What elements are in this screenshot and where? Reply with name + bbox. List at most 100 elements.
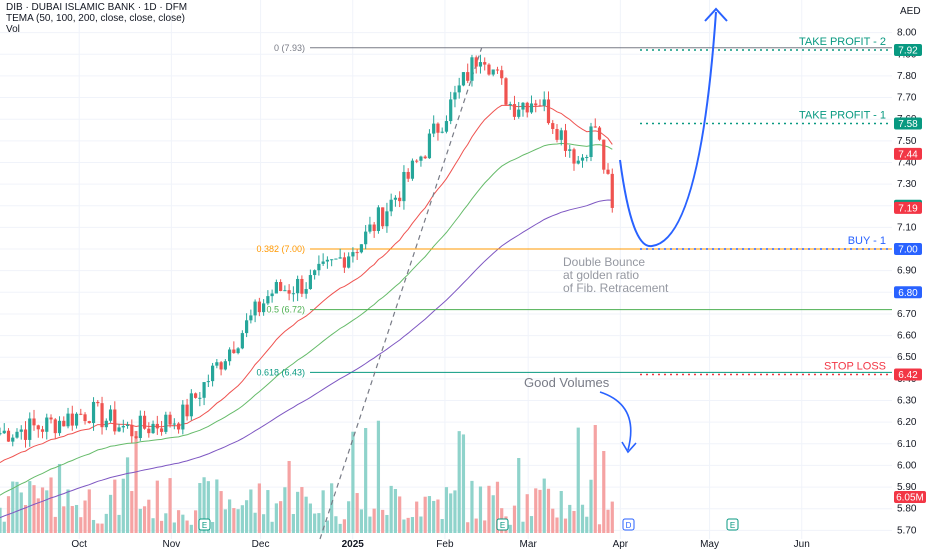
- volume-bar: [521, 521, 525, 533]
- price-label-text: 7.44: [898, 149, 918, 160]
- candle-body: [159, 428, 164, 432]
- candle-body: [359, 244, 364, 253]
- volume-bar: [66, 489, 70, 533]
- volume-bar: [330, 483, 334, 533]
- volume-bar: [427, 496, 432, 533]
- volume-bar: [202, 477, 206, 533]
- volume-arrow: [599, 391, 632, 451]
- candle-body: [210, 365, 215, 382]
- time-tick-label: Oct: [71, 539, 87, 550]
- price-tick-label: 6.60: [897, 331, 917, 342]
- candle-body: [410, 160, 415, 179]
- volume-bar: [568, 504, 572, 533]
- price-label-tag: [894, 43, 922, 56]
- volume-bar: [487, 485, 491, 533]
- volume-bar: [232, 508, 236, 533]
- candle-body: [57, 420, 62, 434]
- volume-bar: [121, 478, 125, 533]
- volume-bar: [113, 479, 117, 533]
- price-axis-bg: [892, 0, 932, 550]
- time-tick-label: Apr: [613, 539, 629, 550]
- volume-bar: [266, 490, 270, 533]
- time-tick-label: Jun: [794, 539, 810, 550]
- candle-body: [330, 259, 334, 261]
- candle-body: [419, 156, 423, 161]
- chart-legend: DIB · DUBAI ISLAMIC BANK · 1D · DFM TEMA…: [6, 2, 187, 35]
- ema-slow-line: [0, 199, 613, 519]
- time-axis[interactable]: Oct Nov Dec 2025 Feb Mar Apr May Jun: [71, 539, 809, 550]
- candle-body: [338, 257, 342, 259]
- candle-body: [228, 349, 232, 362]
- price-axis[interactable]: 8.007.907.807.707.607.507.407.307.207.10…: [892, 0, 932, 550]
- volume-bar: [164, 513, 168, 533]
- price-label-tag: [894, 286, 922, 299]
- price-tick-label: 6.30: [897, 396, 917, 407]
- volume-bar: [138, 508, 142, 533]
- volume-legend[interactable]: Vol: [6, 24, 20, 35]
- volume-bar: [185, 520, 189, 533]
- trade-levels[interactable]: TAKE PROFIT - 2 TAKE PROFIT - 1 BUY - 1 STO…: [640, 36, 892, 376]
- projection-arrow-head: [704, 7, 728, 22]
- indicator-label[interactable]: TEMA (50, 100, 200, close, close, close): [6, 13, 185, 24]
- volume-bar: [491, 495, 495, 533]
- candle-body: [555, 128, 559, 140]
- candle-body: [232, 349, 236, 354]
- volume-label-tag: [894, 491, 926, 503]
- time-tick-label: Feb: [436, 539, 454, 550]
- candle-body: [585, 157, 589, 159]
- time-tick-label: Mar: [520, 539, 538, 550]
- volume-bar: [597, 524, 602, 533]
- event-marker-label: E: [500, 521, 505, 530]
- ema-mid-line: [0, 142, 613, 496]
- candle-body: [215, 362, 219, 366]
- candle-body: [219, 362, 223, 370]
- candle-body: [83, 414, 87, 422]
- volume-bar: [104, 513, 108, 533]
- candle-body: [168, 414, 172, 425]
- volume-bar: [449, 493, 453, 533]
- volume-bar: [19, 492, 23, 533]
- volume-bar: [593, 425, 597, 533]
- volume-bar: [325, 520, 329, 533]
- price-tick-label: 6.70: [897, 309, 917, 320]
- candle-body: [406, 171, 410, 179]
- volume-bar: [240, 505, 244, 533]
- candle-body: [23, 429, 28, 440]
- volume-bar: [308, 503, 312, 533]
- volume-bar: [495, 481, 500, 533]
- candle-body: [402, 171, 406, 202]
- volume-bar: [398, 496, 402, 533]
- volume-bar: [100, 523, 104, 533]
- volume-bar: [317, 513, 321, 533]
- volume-bar: [534, 488, 538, 533]
- currency-label: AED: [900, 6, 921, 17]
- volume-bar: [257, 483, 261, 533]
- price-tick-label: 7.10: [897, 222, 917, 233]
- candle-body: [28, 418, 32, 440]
- volume-bar: [147, 499, 151, 533]
- volume-bar: [610, 501, 614, 533]
- candle-body: [351, 252, 355, 257]
- volume-bar: [334, 516, 338, 533]
- candle-body: [389, 199, 393, 212]
- candle-body: [355, 252, 359, 254]
- candle-body: [385, 211, 389, 227]
- volume-bar: [53, 516, 57, 533]
- volume-bar: [172, 522, 176, 533]
- projection-arrow: [619, 11, 717, 248]
- fib-retracement[interactable]: 0 (7.93) 0.382 (7.00) 0.5 (6.72) 0.618 (6.4…: [256, 43, 892, 540]
- candle-body: [138, 415, 142, 439]
- annotation-double-bounce: Double Bounce: [563, 255, 645, 269]
- price-label-text: 7.00: [898, 245, 918, 256]
- candle-body: [104, 420, 108, 428]
- volume-bar: [291, 514, 295, 533]
- symbol-title[interactable]: DIB · DUBAI ISLAMIC BANK · 1D · DFM: [6, 2, 188, 13]
- volume-bar: [283, 487, 287, 533]
- candle-body: [529, 103, 534, 113]
- candle-body: [381, 207, 385, 227]
- volume-bar: [538, 489, 542, 533]
- price-tick-label: 6.90: [897, 266, 917, 277]
- candle-body: [283, 290, 287, 292]
